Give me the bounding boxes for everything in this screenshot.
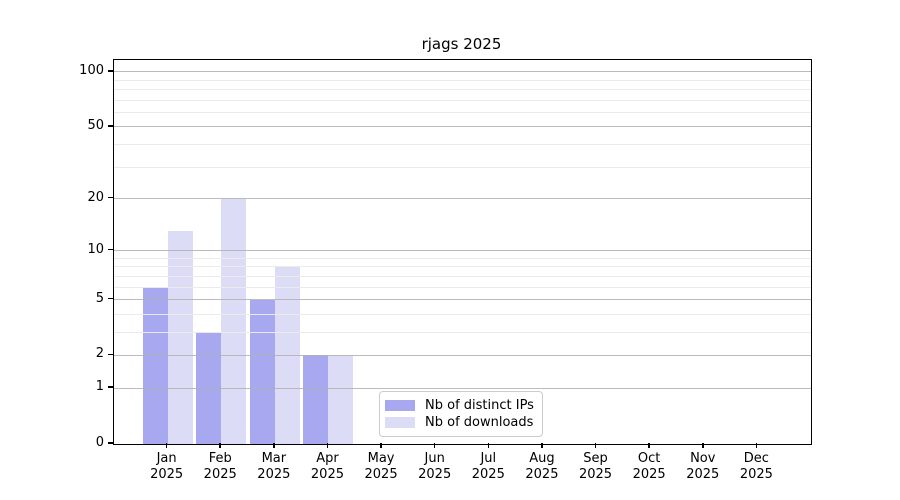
x-axis-tick-label: Oct 2025 — [632, 451, 666, 482]
y-axis-tick-label: 1 — [95, 379, 104, 395]
x-axis-tick-label: Aug 2025 — [525, 451, 559, 482]
legend-row-distinct-ips: Nb of distinct IPs — [385, 397, 534, 414]
y-axis-tick — [108, 70, 113, 72]
y-axis-tick — [108, 248, 113, 251]
bar-mar-distinct-ips — [249, 299, 275, 444]
major-gridline — [114, 299, 811, 301]
minor-gridline — [114, 266, 811, 268]
minor-gridline — [114, 79, 811, 81]
x-axis-tick — [273, 443, 275, 448]
x-axis-tick-label: Jan 2025 — [150, 451, 184, 482]
minor-gridline — [114, 275, 811, 277]
x-axis-tick — [487, 443, 490, 448]
major-gridline — [114, 198, 811, 199]
x-axis-tick — [755, 443, 758, 448]
minor-gridline — [114, 313, 811, 315]
y-axis-tick-label: 100 — [79, 62, 104, 78]
minor-gridline — [114, 257, 811, 259]
minor-gridline — [114, 166, 811, 168]
x-axis-tick-label: May 2025 — [364, 451, 398, 482]
minor-gridline — [114, 286, 811, 288]
chart-title: rjags 2025 — [421, 35, 502, 53]
minor-gridline — [114, 99, 811, 101]
x-axis-tick — [594, 443, 597, 448]
bar-jan-distinct-ips — [142, 287, 168, 444]
bar-feb-downloads — [221, 198, 247, 444]
y-axis-tick — [108, 196, 113, 199]
minor-gridline — [114, 112, 811, 114]
x-axis-tick — [648, 443, 650, 448]
y-axis-tick-label: 50 — [87, 117, 104, 133]
major-gridline — [114, 250, 811, 252]
y-axis-tick-label: 5 — [95, 290, 104, 306]
legend: Nb of distinct IPs Nb of downloads — [379, 391, 543, 437]
plot-area — [113, 59, 812, 445]
y-axis-tick — [108, 353, 113, 356]
y-axis-tick — [108, 125, 113, 127]
y-axis-tick-label: 10 — [87, 241, 104, 257]
bar-apr-distinct-ips — [303, 355, 329, 444]
x-axis-tick-label: Dec 2025 — [739, 451, 773, 482]
y-axis-tick — [108, 386, 113, 388]
minor-gridline — [114, 331, 811, 333]
legend-swatch-distinct-ips — [385, 400, 415, 411]
y-axis-tick-label: 2 — [95, 346, 104, 362]
legend-label-downloads: Nb of downloads — [425, 415, 534, 430]
legend-swatch-downloads — [385, 417, 415, 428]
x-axis-tick-label: Apr 2025 — [310, 451, 344, 482]
x-axis-tick-label: Mar 2025 — [257, 451, 291, 482]
legend-label-distinct-ips: Nb of distinct IPs — [425, 398, 534, 413]
x-axis-tick — [702, 443, 704, 448]
x-axis-tick-label: Nov 2025 — [686, 451, 720, 482]
major-gridline — [114, 387, 811, 389]
major-gridline — [114, 126, 811, 128]
major-gridline — [114, 71, 811, 73]
x-axis-tick — [380, 443, 382, 448]
bar-apr-downloads — [328, 355, 354, 444]
x-axis-tick-label: Jul 2025 — [471, 451, 505, 482]
x-axis-tick — [165, 443, 168, 448]
y-axis-tick — [108, 297, 113, 300]
x-axis-tick — [219, 443, 221, 448]
minor-gridline — [114, 144, 811, 146]
x-axis-tick-label: Feb 2025 — [203, 451, 237, 482]
x-axis-tick — [433, 443, 436, 448]
x-axis-tick — [326, 443, 329, 448]
y-axis-tick-label: 20 — [87, 189, 104, 205]
bar-jan-downloads — [167, 231, 193, 444]
x-axis-tick-label: Sep 2025 — [578, 451, 613, 482]
legend-row-downloads: Nb of downloads — [385, 414, 534, 431]
x-axis-tick-label: Jun 2025 — [418, 451, 452, 482]
major-gridline — [114, 354, 811, 356]
minor-gridline — [114, 89, 811, 91]
y-axis-tick-label: 0 — [95, 435, 104, 450]
y-axis-tick — [108, 442, 113, 444]
x-axis-tick — [541, 443, 543, 448]
